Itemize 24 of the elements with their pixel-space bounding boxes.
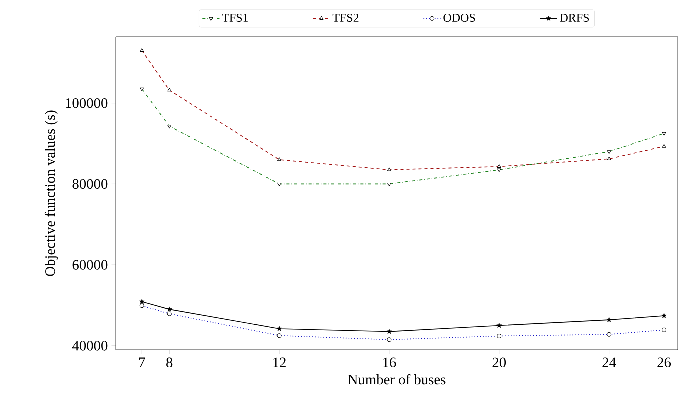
x-axis-title: Number of buses	[348, 374, 446, 385]
x-tick-label: 16	[384, 358, 396, 368]
x-tick-label: 8	[166, 358, 173, 368]
point	[606, 317, 612, 322]
point	[496, 322, 502, 328]
legend-label: ODOS	[444, 14, 476, 22]
y-tick-label: 60000	[72, 260, 108, 270]
point	[386, 329, 392, 334]
x-tick-label: 12	[274, 358, 286, 368]
y-tick-label: 80000	[72, 179, 108, 190]
legend-label: TFS1	[222, 14, 248, 22]
point	[662, 313, 667, 318]
point	[139, 299, 145, 304]
x-tick-label: 7	[139, 358, 146, 368]
y-axis-title: Objective function values (s)	[44, 110, 58, 276]
y-tick-label: 100000	[66, 98, 108, 108]
x-tick-label: 20	[492, 358, 506, 368]
legend-label: DRFS	[560, 14, 590, 22]
legend-label: TFS2	[332, 14, 359, 22]
point	[166, 306, 172, 312]
y-tick-label: 40000	[72, 341, 108, 351]
point	[276, 326, 282, 332]
x-tick-label: 24	[602, 358, 616, 368]
x-tick-label: 26	[658, 358, 672, 368]
